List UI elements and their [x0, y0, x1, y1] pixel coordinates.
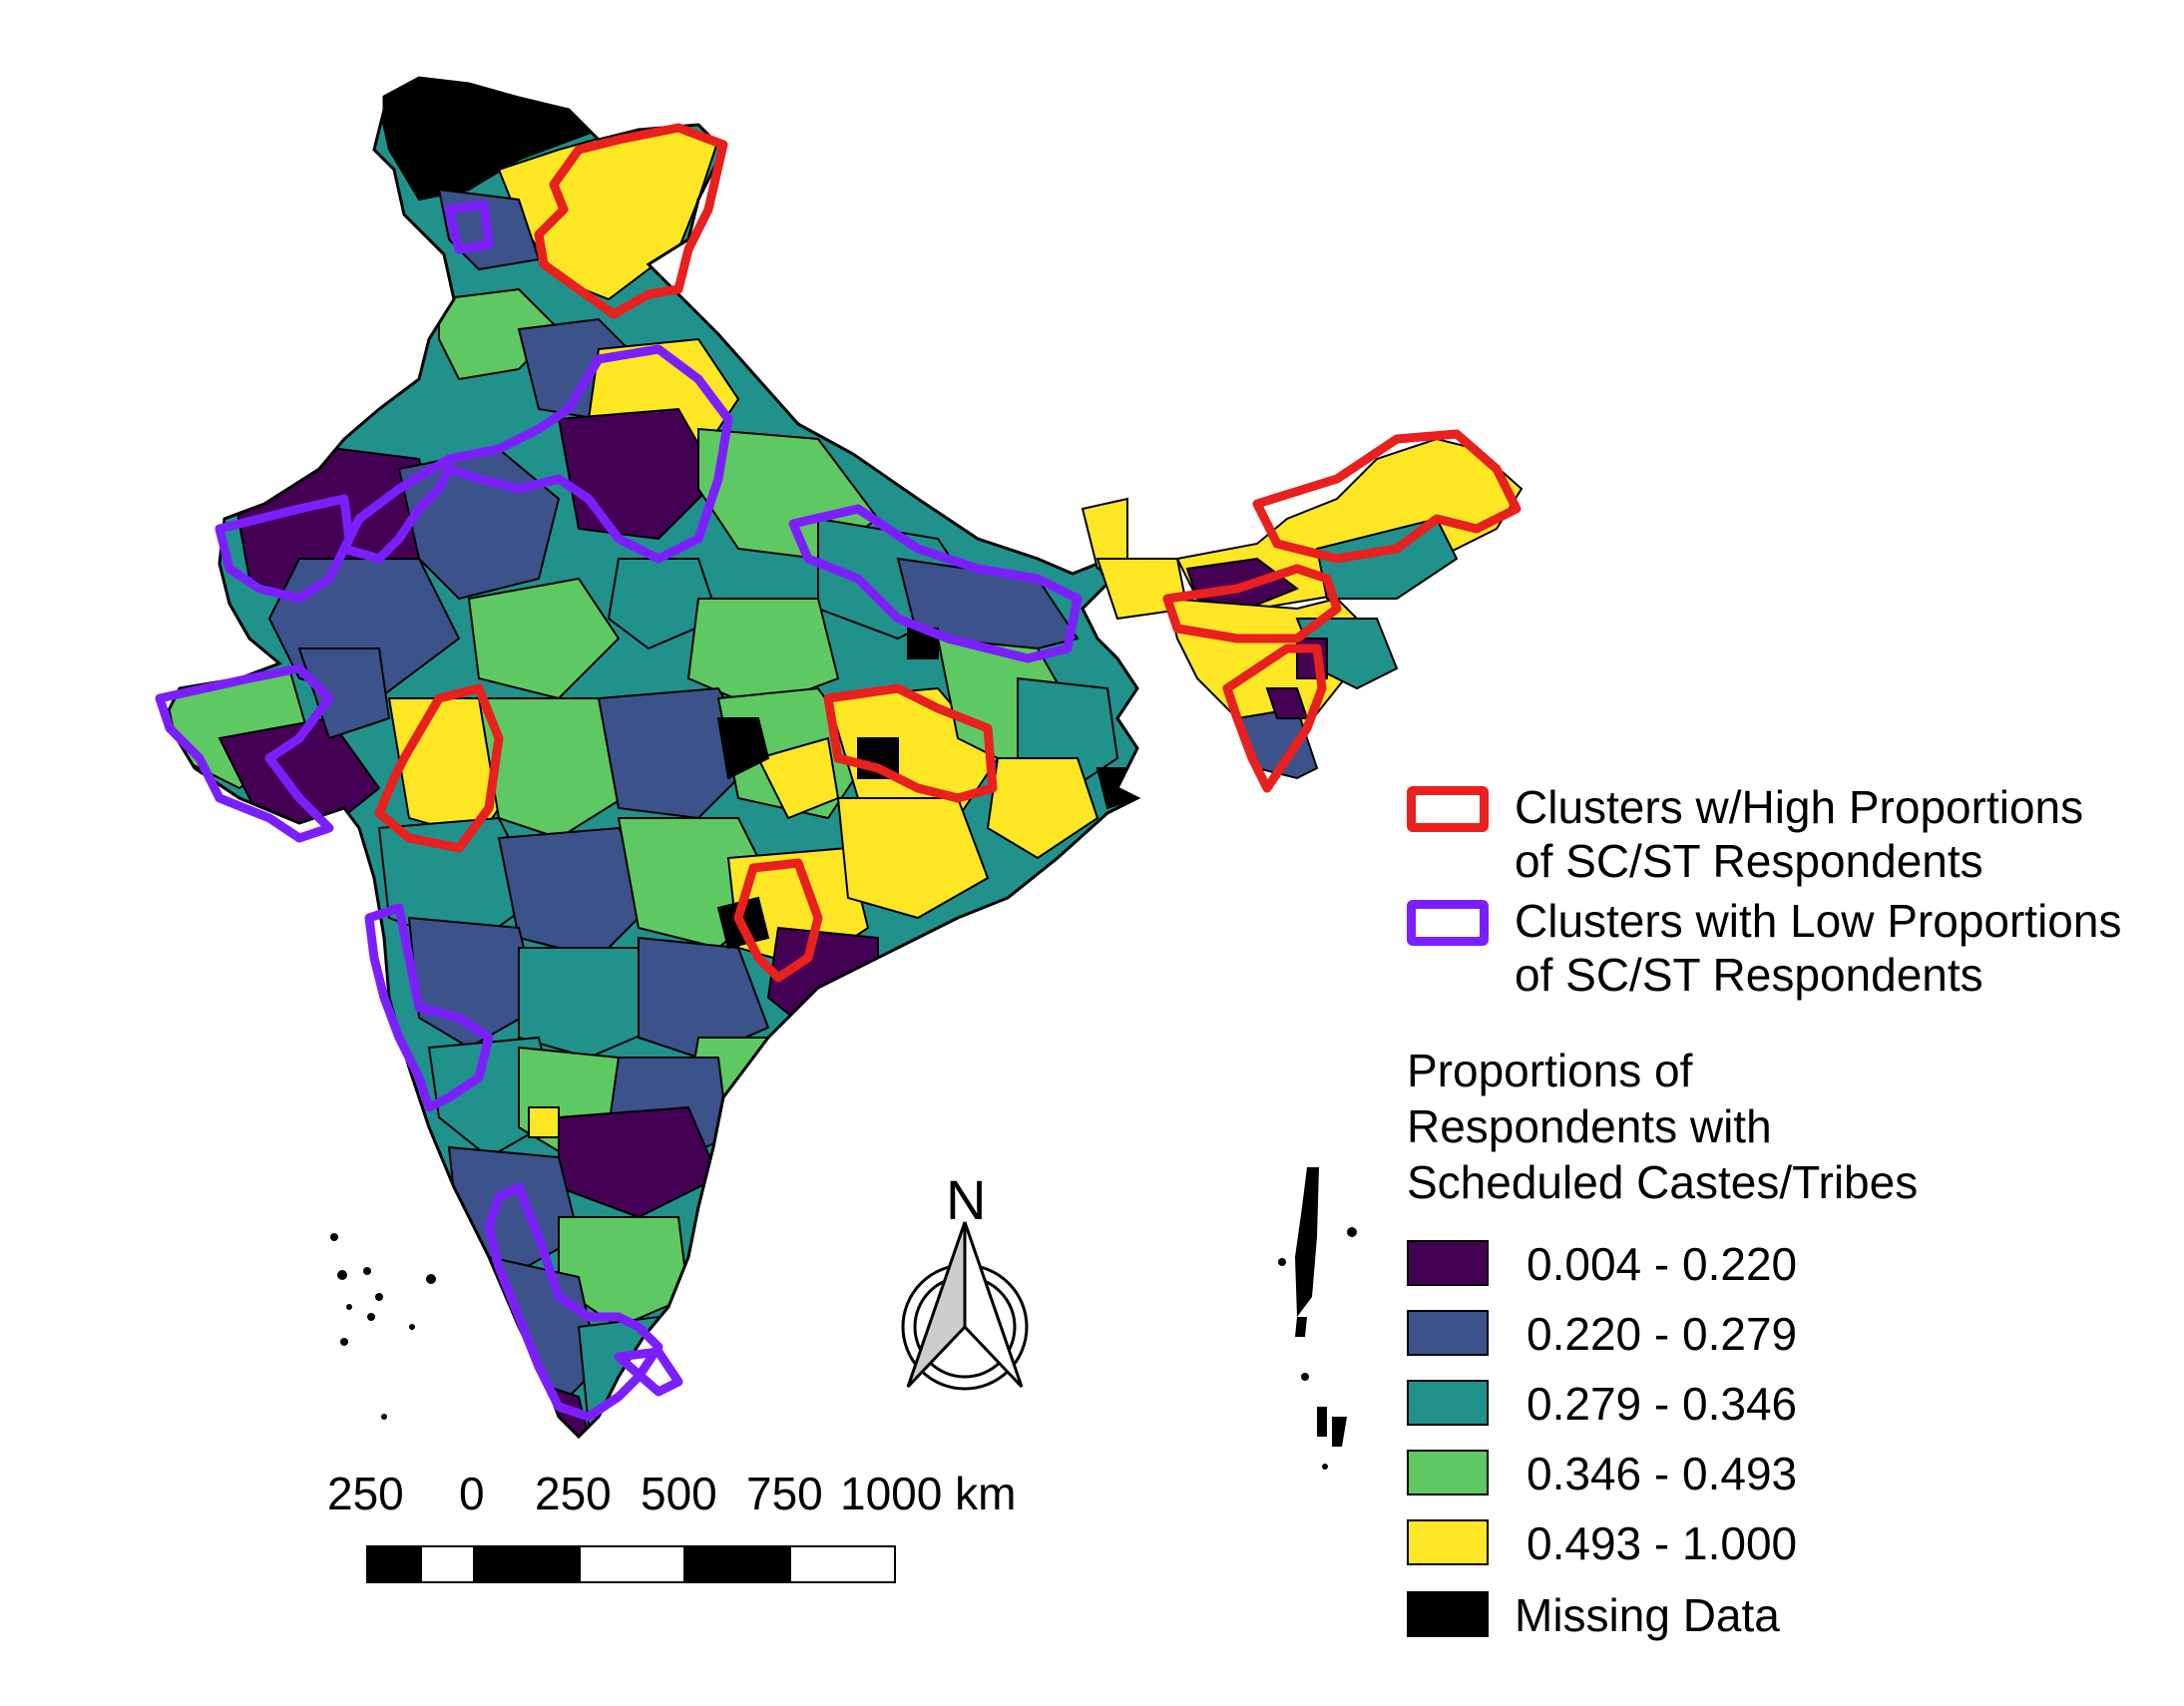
- lakshadweep-islands: [330, 1233, 436, 1420]
- north-label: N: [946, 1168, 987, 1231]
- district-patch: [467, 577, 621, 700]
- class-label-4: 0.346 - 0.493: [1527, 1448, 1798, 1499]
- class-label-2: 0.220 - 0.279: [1527, 1308, 1798, 1360]
- district-patch: [607, 558, 720, 650]
- high-cluster-swatch: [1407, 786, 1489, 832]
- district-patch: [528, 1106, 560, 1138]
- district-patch: [986, 757, 1099, 860]
- legend-title-line1: Proportions of: [1407, 1045, 1693, 1096]
- high-cluster-label: Clusters w/High Proportions: [1515, 781, 2084, 833]
- class-label-missing: Missing Data: [1515, 1589, 1780, 1641]
- north-arrow: [901, 1221, 1029, 1391]
- high-cluster-label-2: of SC/ST Respondents: [1515, 835, 1983, 887]
- low-proportion-clusters: [155, 200, 1083, 1422]
- scale-label-1000km: 1000 km: [840, 1468, 1017, 1519]
- class-swatch-2: [1407, 1310, 1489, 1356]
- class-swatch-1: [1407, 1240, 1489, 1286]
- scale-bar: [366, 1545, 896, 1583]
- legend-title-line3: Scheduled Castes/Tribes: [1407, 1156, 1919, 1208]
- low-cluster-swatch: [1407, 900, 1489, 946]
- high-proportion-clusters: [374, 123, 1522, 983]
- class-label-1: 0.004 - 0.220: [1527, 1238, 1798, 1290]
- low-cluster-label-2: of SC/ST Respondents: [1515, 949, 1983, 1001]
- district-patch: [477, 697, 641, 840]
- scale-label-0: 0: [459, 1468, 485, 1519]
- low-cluster-label: Clusters with Low Proportions: [1515, 895, 2122, 947]
- class-label-5: 0.493 - 1.000: [1527, 1517, 1798, 1569]
- scale-label-250: 250: [535, 1468, 612, 1519]
- class-swatch-3: [1407, 1380, 1489, 1426]
- district-patch: [518, 947, 660, 1060]
- class-swatch-4: [1407, 1450, 1489, 1495]
- class-label-3: 0.279 - 0.346: [1527, 1378, 1798, 1430]
- district-patch: [497, 826, 660, 960]
- scale-label-500: 500: [641, 1468, 717, 1519]
- class-swatch-missing: [1407, 1591, 1489, 1637]
- scale-label-750: 750: [746, 1468, 823, 1519]
- missing-data-region: [716, 717, 770, 780]
- class-swatch-5: [1407, 1519, 1489, 1565]
- andaman-nicobar-islands: [1278, 1167, 1357, 1470]
- district-patch: [836, 797, 990, 920]
- legend-title-line2: Respondents with: [1407, 1100, 1772, 1152]
- scale-label-neg250: 250: [327, 1468, 404, 1519]
